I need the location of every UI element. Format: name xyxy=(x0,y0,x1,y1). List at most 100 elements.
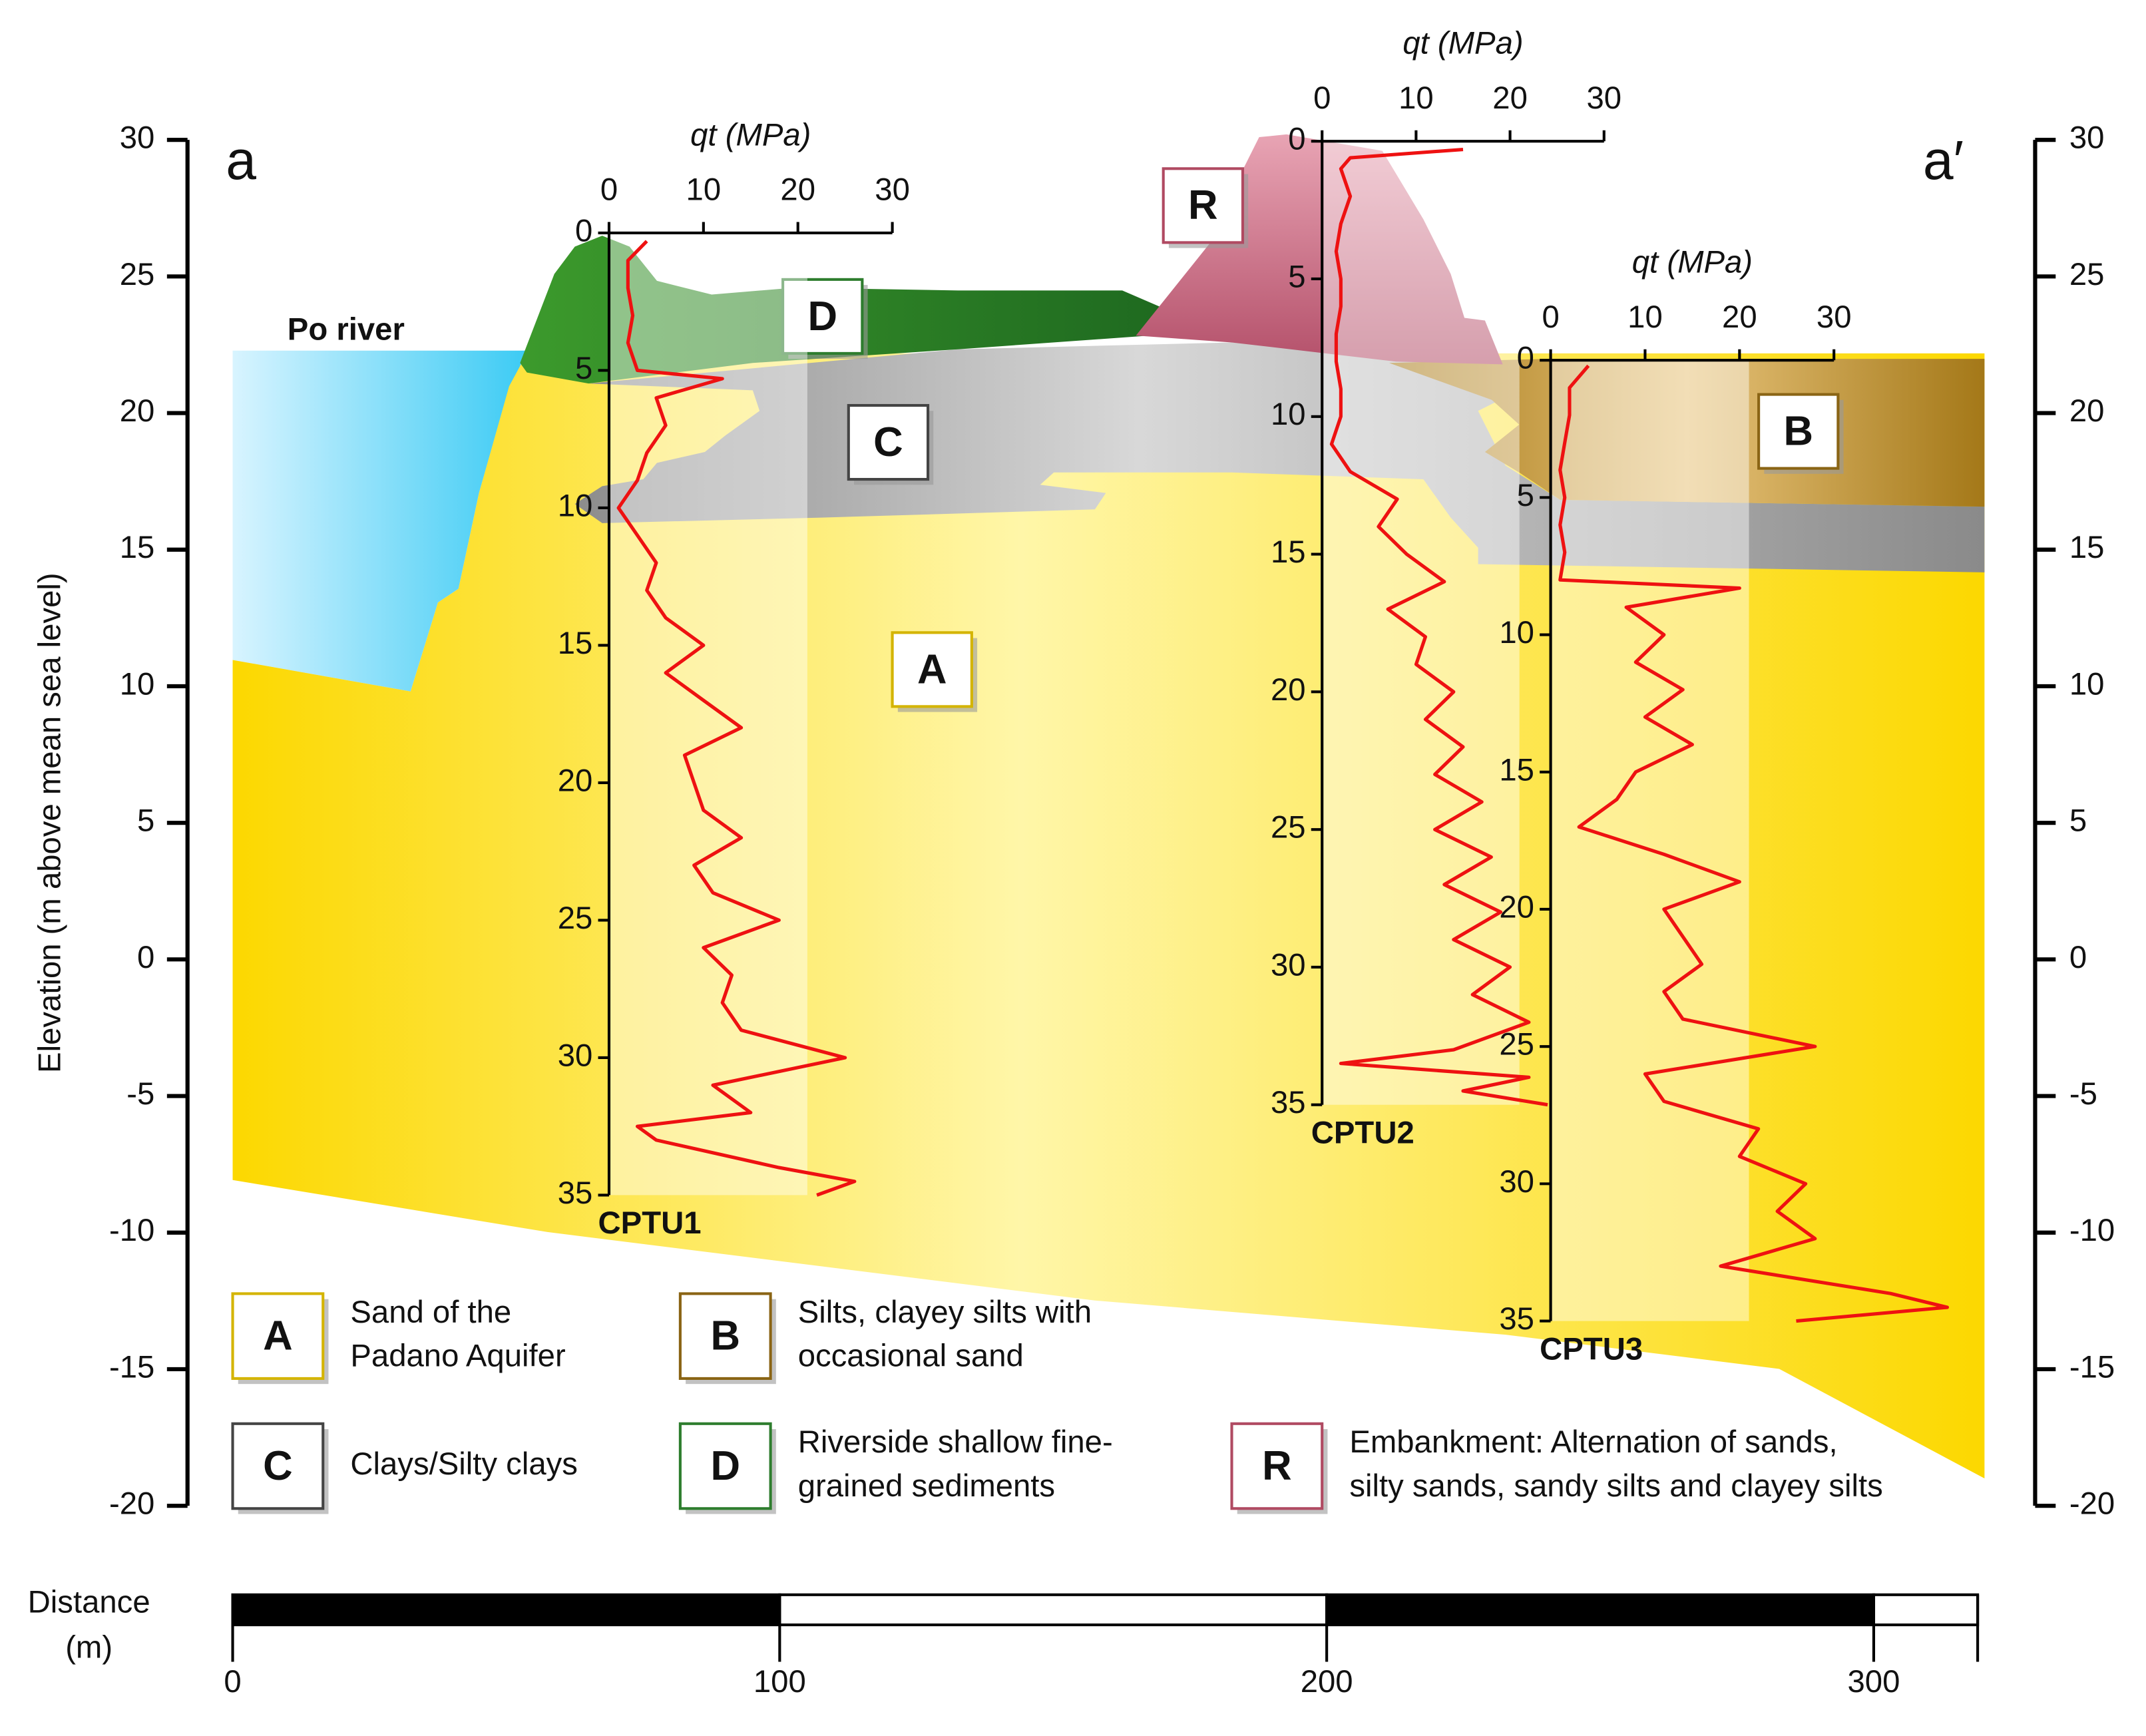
profile-name: CPTU3 xyxy=(1540,1331,1643,1367)
x-axis-title: Distance xyxy=(28,1585,150,1620)
river-label: Po river xyxy=(288,312,405,347)
depth-tick-label: 30 xyxy=(1499,1164,1534,1199)
x-tick-label: 200 xyxy=(1301,1664,1353,1699)
depth-tick-label: 0 xyxy=(575,213,592,248)
y-tick-label: 15 xyxy=(120,530,155,565)
depth-tick-label: 5 xyxy=(575,351,592,386)
depth-tick-label: 10 xyxy=(1499,615,1534,650)
qt-tick-label: 30 xyxy=(875,172,910,208)
label-box xyxy=(231,1292,325,1380)
label-box xyxy=(1757,393,1840,470)
qt-tick-label: 0 xyxy=(1542,300,1559,335)
qt-trace xyxy=(616,240,857,1197)
clay-layer xyxy=(574,342,1985,572)
x-tick-label: 0 xyxy=(224,1664,241,1699)
depth-tick-label: 20 xyxy=(1499,889,1534,925)
label-box xyxy=(231,1422,325,1510)
legend-key: D xyxy=(710,1443,740,1489)
unit-label: A xyxy=(917,646,947,692)
depth-tick-label: 35 xyxy=(558,1176,593,1211)
legend-text: Clays/Silty clays xyxy=(350,1446,578,1482)
depth-tick-label: 20 xyxy=(558,763,593,798)
x-tick-label: 300 xyxy=(1848,1664,1900,1699)
y2-tick-label: 5 xyxy=(2069,803,2087,839)
legend-key: B xyxy=(710,1313,740,1359)
y2-tick-label: 15 xyxy=(2069,530,2105,565)
qt-tick-label: 0 xyxy=(600,172,618,208)
qt-tick-label: 0 xyxy=(1313,81,1331,116)
qt-tick-label: 20 xyxy=(1492,81,1528,116)
label-box xyxy=(1162,167,1245,244)
depth-tick-label: 25 xyxy=(558,901,593,936)
depth-tick-label: 5 xyxy=(1288,259,1305,294)
qt-tick-label: 30 xyxy=(1817,300,1852,335)
y-tick-label: 5 xyxy=(137,803,154,839)
y2-tick-label: 25 xyxy=(2069,257,2105,292)
depth-tick-label: 15 xyxy=(1499,752,1534,787)
qt-tick-label: 20 xyxy=(1722,300,1757,335)
legend-text: Silts, clayey silts with xyxy=(798,1295,1092,1330)
y2-tick-label: 30 xyxy=(2069,120,2105,156)
scale-segment xyxy=(778,1593,1329,1627)
qt-tick-label: 10 xyxy=(1627,300,1663,335)
qt-axis-title: qt (MPa) xyxy=(1632,245,1753,280)
y2-tick-label: 20 xyxy=(2069,393,2105,429)
label-box xyxy=(781,278,864,355)
depth-tick-label: 25 xyxy=(1271,810,1306,845)
label-box xyxy=(1230,1422,1324,1510)
y-tick-label: 30 xyxy=(120,120,155,156)
qt-trace xyxy=(1558,364,1950,1323)
right-section-label: a′ xyxy=(1923,130,1964,191)
legend-text: grained sediments xyxy=(798,1468,1055,1504)
left-section-label: a xyxy=(226,130,256,191)
unit-label: B xyxy=(1783,409,1813,455)
label-box xyxy=(678,1292,772,1380)
scale-segment xyxy=(1872,1593,1980,1627)
legend-key: C xyxy=(263,1443,293,1489)
y2-tick-label: -20 xyxy=(2069,1486,2115,1522)
profile-background xyxy=(608,232,807,1195)
profile-name: CPTU2 xyxy=(1311,1115,1414,1150)
legend-text: Padano Aquifer xyxy=(350,1339,565,1374)
y-axis-title: Elevation (m above mean sea level) xyxy=(33,572,68,1073)
legend-key: A xyxy=(263,1313,293,1359)
qt-axis-title: qt (MPa) xyxy=(690,118,811,153)
depth-tick-label: 30 xyxy=(1271,947,1306,982)
qt-axis-title: qt (MPa) xyxy=(1402,26,1523,61)
qt-tick-label: 30 xyxy=(1586,81,1621,116)
depth-tick-label: 0 xyxy=(1517,341,1534,376)
depth-tick-label: 30 xyxy=(558,1038,593,1073)
legend-text: silty sands, sandy silts and clayey silt… xyxy=(1349,1468,1882,1504)
qt-tick-label: 20 xyxy=(780,172,815,208)
depth-tick-label: 35 xyxy=(1271,1085,1306,1120)
y2-tick-label: 10 xyxy=(2069,666,2105,702)
label-box xyxy=(678,1422,772,1510)
qt-trace xyxy=(1329,147,1548,1107)
y-tick-label: -5 xyxy=(126,1076,154,1112)
y-tick-label: 0 xyxy=(137,940,154,975)
depth-tick-label: 10 xyxy=(558,488,593,523)
y2-tick-label: -15 xyxy=(2069,1349,2115,1385)
y2-tick-label: 0 xyxy=(2069,940,2087,975)
y-tick-label: -15 xyxy=(109,1349,154,1385)
depth-tick-label: 35 xyxy=(1499,1301,1534,1337)
y2-tick-label: -5 xyxy=(2069,1076,2097,1112)
y-tick-label: 20 xyxy=(120,393,155,429)
y-tick-label: -20 xyxy=(109,1486,154,1522)
legend-text: Sand of the xyxy=(350,1295,511,1330)
depth-tick-label: 0 xyxy=(1288,122,1305,157)
legend-text: Embankment: Alternation of sands, xyxy=(1349,1424,1837,1460)
y-tick-label: 25 xyxy=(120,257,155,292)
depth-tick-label: 15 xyxy=(1271,535,1306,570)
y2-tick-label: -10 xyxy=(2069,1213,2115,1248)
unit-label: R xyxy=(1188,182,1218,228)
embankment xyxy=(1136,134,1503,365)
legend-text: Riverside shallow fine- xyxy=(798,1424,1113,1460)
river-water xyxy=(232,350,527,692)
depth-tick-label: 20 xyxy=(1271,672,1306,708)
qt-tick-label: 10 xyxy=(686,172,722,208)
label-box xyxy=(891,631,973,708)
y-tick-label: -10 xyxy=(109,1213,154,1248)
